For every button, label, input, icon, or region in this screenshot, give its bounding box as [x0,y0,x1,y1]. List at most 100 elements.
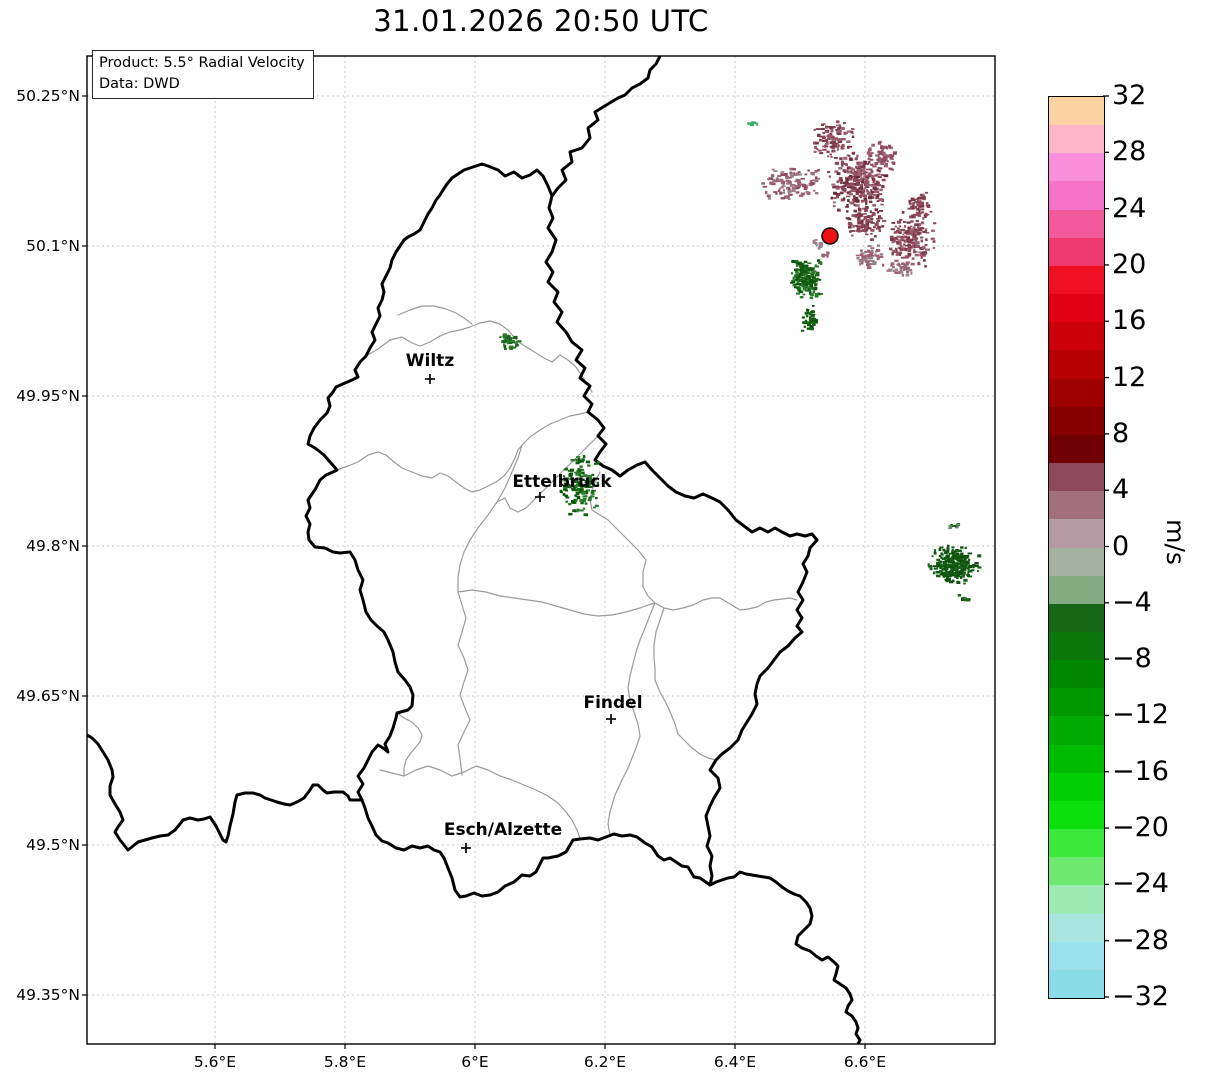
echo-speckle [875,187,879,191]
echo-speckle [822,148,827,151]
echo-speckle [896,235,901,239]
echo-speckle [576,472,581,476]
echo-speckle [909,238,913,242]
echo-speckle [957,554,962,558]
echo-speckle [809,296,814,299]
echo-speckle [836,193,841,196]
echo-speckle [898,231,902,234]
echo-speckle [814,319,818,322]
echo-speckle [971,569,975,572]
echo-speckle [850,130,854,134]
echo-speckle [936,564,941,568]
echo-speckle [767,178,771,181]
echo-speckle [866,190,870,194]
echo-patch [948,523,961,529]
echo-speckle [770,174,775,178]
echo-speckle [580,483,584,487]
colorbar-tick-label: −12 [1112,699,1169,731]
echo-speckle [851,128,855,131]
echo-speckle [568,512,573,516]
echo-speckle [818,242,823,246]
echo-speckle [898,251,903,255]
echo-speckle [862,168,866,172]
echo-speckle [804,311,808,315]
echo-speckle [950,524,953,526]
echo-speckle [861,257,864,260]
echo-speckle [967,574,970,578]
echo-speckle [886,147,889,150]
echo-speckle [860,226,865,228]
echo-speckle [858,163,861,167]
echo-speckle [797,181,802,185]
echo-speckle [791,259,795,263]
echo-speckle [813,150,817,153]
echo-speckle [865,178,869,181]
echo-speckle [907,244,912,247]
colorbar-tick-label: 0 [1112,530,1130,562]
echo-speckle [800,270,803,273]
echo-speckle [867,249,870,253]
colorbar-unit-label: m/s [1161,519,1191,565]
echo-speckle [815,180,819,182]
echo-speckle [563,479,568,482]
echo-speckle [933,549,937,552]
echo-speckle [822,255,825,258]
echo-speckle [792,277,795,281]
echo-speckle [849,182,853,185]
echo-speckle [812,276,816,279]
echo-speckle [838,138,843,141]
echo-speckle [893,238,897,241]
echo-speckle [922,246,926,250]
echo-speckle [508,335,511,338]
echo-speckle [858,229,861,233]
echo-speckle [828,126,833,129]
echo-speckle [824,145,829,148]
echo-speckle [809,316,812,319]
echo-speckle [895,268,899,271]
echo-speckle [503,345,507,348]
echo-speckle [888,167,893,170]
echo-speckle [963,599,967,602]
echo-speckle [906,236,911,239]
echo-speckle [948,572,951,575]
echo-speckle [883,145,888,149]
echo-speckle [566,483,570,487]
echo-speckle [876,211,879,214]
echo-speckle [806,275,810,278]
echo-patch [790,259,823,299]
echo-speckle [951,546,955,549]
echo-speckle [777,189,781,192]
echo-speckle [509,345,514,348]
echo-speckle [792,172,796,175]
echo-speckle [863,165,866,169]
echo-speckle [794,286,798,289]
echo-speckle [944,572,948,575]
echo-speckle [579,465,583,468]
echo-speckle [855,229,860,232]
echo-speckle [846,195,851,198]
echo-speckle [912,236,916,239]
echo-speckle [815,273,818,276]
colorbar-tick-label: 32 [1112,80,1147,111]
echo-speckle [849,230,854,232]
echo-speckle [855,196,859,200]
echo-speckle [914,243,918,247]
echo-speckle [909,231,914,234]
echo-speckle [913,213,918,216]
echo-speckle [872,193,877,197]
echo-speckle [915,239,918,241]
echo-speckle [869,252,873,256]
echo-speckle [791,187,796,189]
echo-speckle [836,138,840,142]
echo-speckle [950,565,954,568]
echo-speckle [809,180,812,184]
echo-speckle [582,455,586,459]
echo-speckle [903,236,906,239]
echo-speckle [587,464,591,467]
echo-speckle [814,283,818,286]
echo-speckle [893,231,898,234]
echo-speckle [917,204,921,207]
echo-speckle [831,150,836,153]
echo-speckle [872,263,877,266]
